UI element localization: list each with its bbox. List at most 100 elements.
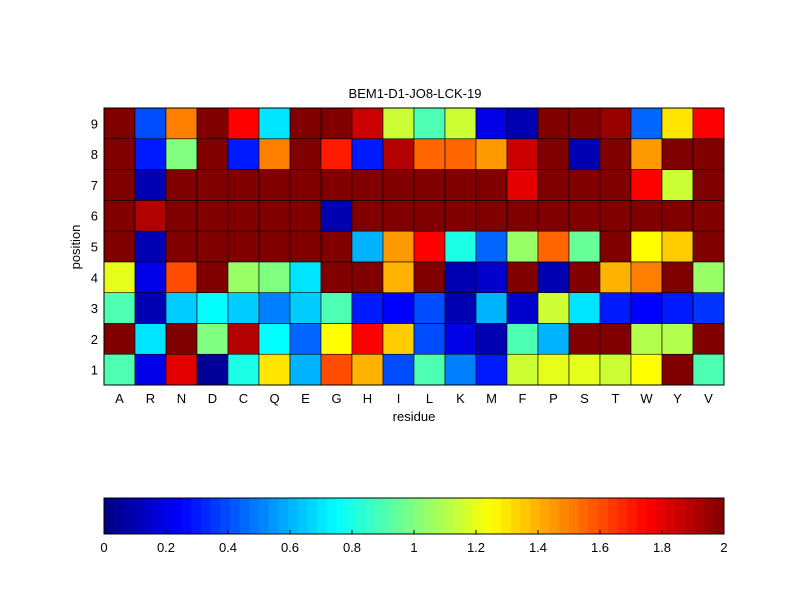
heatmap-cell-L-4 [413,261,446,293]
heatmap-cell-P-1 [537,353,570,386]
colorbar-swatch [617,498,628,534]
heatmap-cell-N-3 [165,292,198,324]
heatmap-cell-R-8 [134,138,167,170]
colorbar-swatch [452,498,463,534]
heatmap-cell-Q-9 [258,107,291,140]
colorbar-swatch [675,498,686,534]
colorbar-tick-label: 1.8 [653,540,671,555]
heatmap-cell-Y-1 [661,353,694,386]
x-tick-label: I [397,391,401,406]
colorbar-swatch [443,498,454,534]
y-tick-label: 7 [91,178,98,193]
heatmap-cells [103,107,725,386]
heatmap-cell-Y-4 [661,261,694,293]
heatmap-cell-F-3 [506,292,539,324]
x-tick-label: W [640,391,653,406]
heatmap-cell-C-8 [227,138,260,170]
heatmap-cell-S-4 [568,261,601,293]
colorbar-swatch [268,498,279,534]
x-tick-label: N [177,391,186,406]
colorbar-swatch [646,498,657,534]
x-tick-label: L [426,391,433,406]
heatmap-cell-W-7 [630,169,663,201]
heatmap-cell-G-9 [320,107,353,140]
colorbar-tick-label: 1.6 [591,540,609,555]
heatmap-cell-G-4 [320,261,353,293]
colorbar-tick-label: 0.2 [157,540,175,555]
colorbar-swatch [355,498,367,534]
heatmap-cell-P-6 [537,200,570,232]
heatmap-cell-E-3 [289,292,322,324]
heatmap-cell-N-7 [165,169,198,201]
heatmap-cell-T-2 [599,323,632,355]
colorbar-swatch [510,498,522,534]
heatmap-cell-K-2 [444,323,477,355]
colorbar-swatch [685,498,696,534]
heatmap-cell-F-7 [506,169,539,201]
heatmap-cell-L-1 [413,353,446,386]
heatmap-cell-A-6 [103,200,136,232]
heatmap-cell-M-4 [475,261,508,293]
y-tick-label: 2 [91,332,98,347]
colorbar-swatch [162,498,173,534]
colorbar-swatch [200,498,212,534]
heatmap-cell-K-9 [444,107,477,140]
heatmap-cell-K-5 [444,230,477,263]
heatmap-cell-P-8 [537,138,570,170]
colorbar-swatch [491,498,502,534]
heatmap-cell-R-2 [134,323,167,355]
heatmap-cell-H-8 [351,138,384,170]
heatmap-cell-A-4 [103,261,136,293]
heatmap-cell-S-9 [568,107,601,140]
heatmap-cell-M-3 [475,292,508,324]
colorbar-swatch [404,498,415,534]
colorbar-swatch [297,498,308,534]
colorbar-swatch [520,498,531,534]
x-tick-label: T [612,391,620,406]
heatmap-cell-G-3 [320,292,353,324]
x-tick-label: Q [269,391,279,406]
heatmap-cell-C-7 [227,169,260,201]
heatmap-cell-D-8 [196,138,229,170]
heatmap-cell-L-6 [413,200,446,232]
heatmap-cell-H-7 [351,169,384,201]
x-tick-label: Y [673,391,682,406]
colorbar-tick-label: 2 [720,540,727,555]
heatmap-cell-E-7 [289,169,322,201]
heatmap-cell-N-2 [165,323,198,355]
heatmap-cell-F-5 [506,230,539,263]
colorbar-swatch [142,498,153,534]
heatmap-cell-F-8 [506,138,539,170]
heatmap-cell-Q-3 [258,292,291,324]
heatmap-cell-P-3 [537,292,570,324]
heatmap-cell-I-8 [382,138,415,170]
heatmap-cell-R-3 [134,292,167,324]
colorbar-swatch [317,498,328,534]
heatmap-cell-I-5 [382,230,415,263]
heatmap-cell-D-4 [196,261,229,293]
heatmap-cell-H-6 [351,200,384,232]
heatmap-cell-M-1 [475,353,508,386]
heatmap-cell-W-3 [630,292,663,324]
heatmap-cell-P-5 [537,230,570,263]
colorbar-swatch [375,498,386,534]
heatmap-cell-Q-5 [258,230,291,263]
heatmap-cell-Y-8 [661,138,694,170]
x-tick-label: D [208,391,217,406]
y-tick-label: 3 [91,301,98,316]
colorbar-swatch [336,498,347,534]
heatmap-cell-Q-6 [258,200,291,232]
heatmap-cell-W-5 [630,230,663,263]
heatmap-cell-W-8 [630,138,663,170]
x-tick-label: R [146,391,155,406]
heatmap-cell-W-2 [630,323,663,355]
x-tick-label: G [331,391,341,406]
colorbar-swatch [588,498,599,534]
heatmap-cell-G-2 [320,323,353,355]
heatmap-cell-H-2 [351,323,384,355]
colorbar-swatch [365,498,376,534]
heatmap-cell-M-2 [475,323,508,355]
heatmap-frame [103,107,725,386]
